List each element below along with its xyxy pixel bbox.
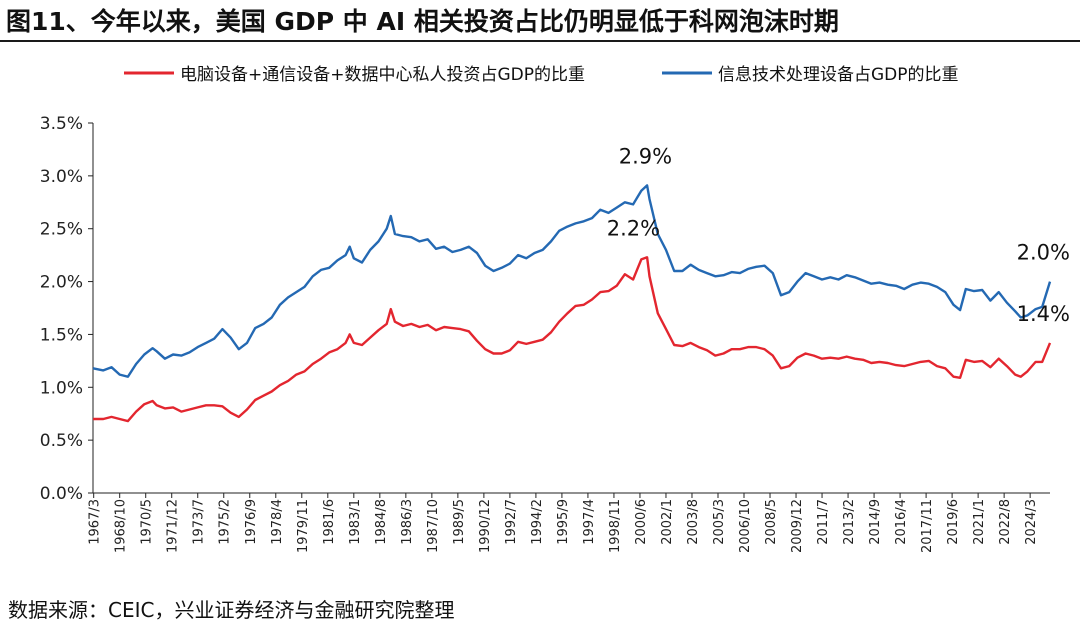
y-tick-label: 1.5%: [40, 325, 83, 345]
x-tick-label: 2008/5: [764, 499, 779, 545]
x-tick-label: 1992/7: [504, 499, 519, 545]
y-tick-label: 3.5%: [40, 114, 83, 134]
data-label: 2.0%: [1017, 241, 1070, 265]
x-tick-label: 2006/10: [738, 499, 753, 553]
y-tick-label: 2.5%: [40, 220, 83, 240]
x-tick-label: 1971/12: [166, 499, 181, 553]
data-label: 2.2%: [607, 216, 660, 240]
x-tick-label: 1989/5: [452, 499, 467, 545]
x-tick-label: 1978/4: [270, 499, 285, 545]
x-tick-label: 1970/5: [140, 499, 155, 545]
x-tick-label: 1998/11: [608, 499, 623, 553]
x-tick-label: 2009/12: [790, 499, 805, 553]
data-label: 1.4%: [1017, 302, 1070, 326]
x-tick-label: 1979/11: [296, 499, 311, 553]
series-line-it-equipment: [92, 184, 1052, 378]
x-tick-label: 2017/11: [920, 499, 935, 553]
x-tick-label: 1973/7: [192, 499, 207, 545]
x-tick-label: 2013/2: [842, 499, 857, 545]
x-tick-label: 2000/6: [634, 499, 649, 545]
series-line-ai-investment: [93, 256, 1052, 423]
y-tick-label: 2.0%: [40, 273, 83, 293]
x-tick-label: 2005/3: [712, 499, 727, 545]
x-tick-label: 2019/6: [946, 499, 961, 545]
x-tick-label: 2021/1: [972, 499, 987, 545]
x-tick-label: 2002/1: [660, 499, 675, 545]
y-tick-label: 1.0%: [40, 378, 83, 398]
x-tick-label: 1994/2: [530, 499, 545, 545]
x-tick-label: 1981/6: [322, 499, 337, 545]
x-tick-label: 1968/10: [114, 499, 129, 553]
x-tick-label: 1975/2: [218, 499, 233, 545]
y-tick-label: 3.0%: [40, 167, 83, 187]
x-tick-label: 2022/8: [998, 499, 1013, 545]
x-tick-label: 1987/10: [426, 499, 441, 553]
title-divider: [0, 40, 1080, 42]
x-tick-label: 1967/3: [88, 499, 103, 545]
x-tick-label: 1990/12: [478, 499, 493, 553]
data-label: 2.9%: [619, 144, 672, 168]
legend-label: 电脑设备+通信设备+数据中心私人投资占GDP的比重: [180, 65, 585, 85]
legend-label: 信息技术处理设备占GDP的比重: [718, 65, 959, 85]
x-tick-label: 1976/9: [244, 499, 259, 545]
x-tick-label: 2003/8: [686, 499, 701, 545]
x-tick-label: 1986/3: [400, 499, 415, 545]
x-tick-label: 1983/1: [348, 499, 363, 545]
source-note: 数据来源：CEIC，兴业证券经济与金融研究院整理: [8, 598, 455, 622]
y-tick-label: 0.0%: [40, 484, 83, 504]
x-tick-label: 2016/4: [894, 499, 909, 545]
x-tick-label: 1997/4: [582, 499, 597, 545]
y-tick-label: 0.5%: [40, 431, 83, 451]
x-tick-label: 2014/9: [868, 499, 883, 545]
x-tick-label: 2024/3: [1024, 499, 1039, 545]
x-tick-label: 1984/8: [374, 499, 389, 545]
x-tick-label: 2011/7: [816, 499, 831, 545]
x-tick-label: 1995/9: [556, 499, 571, 545]
chart-title: 图11、今年以来，美国 GDP 中 AI 相关投资占比仍明显低于科网泡沫时期: [6, 7, 839, 36]
